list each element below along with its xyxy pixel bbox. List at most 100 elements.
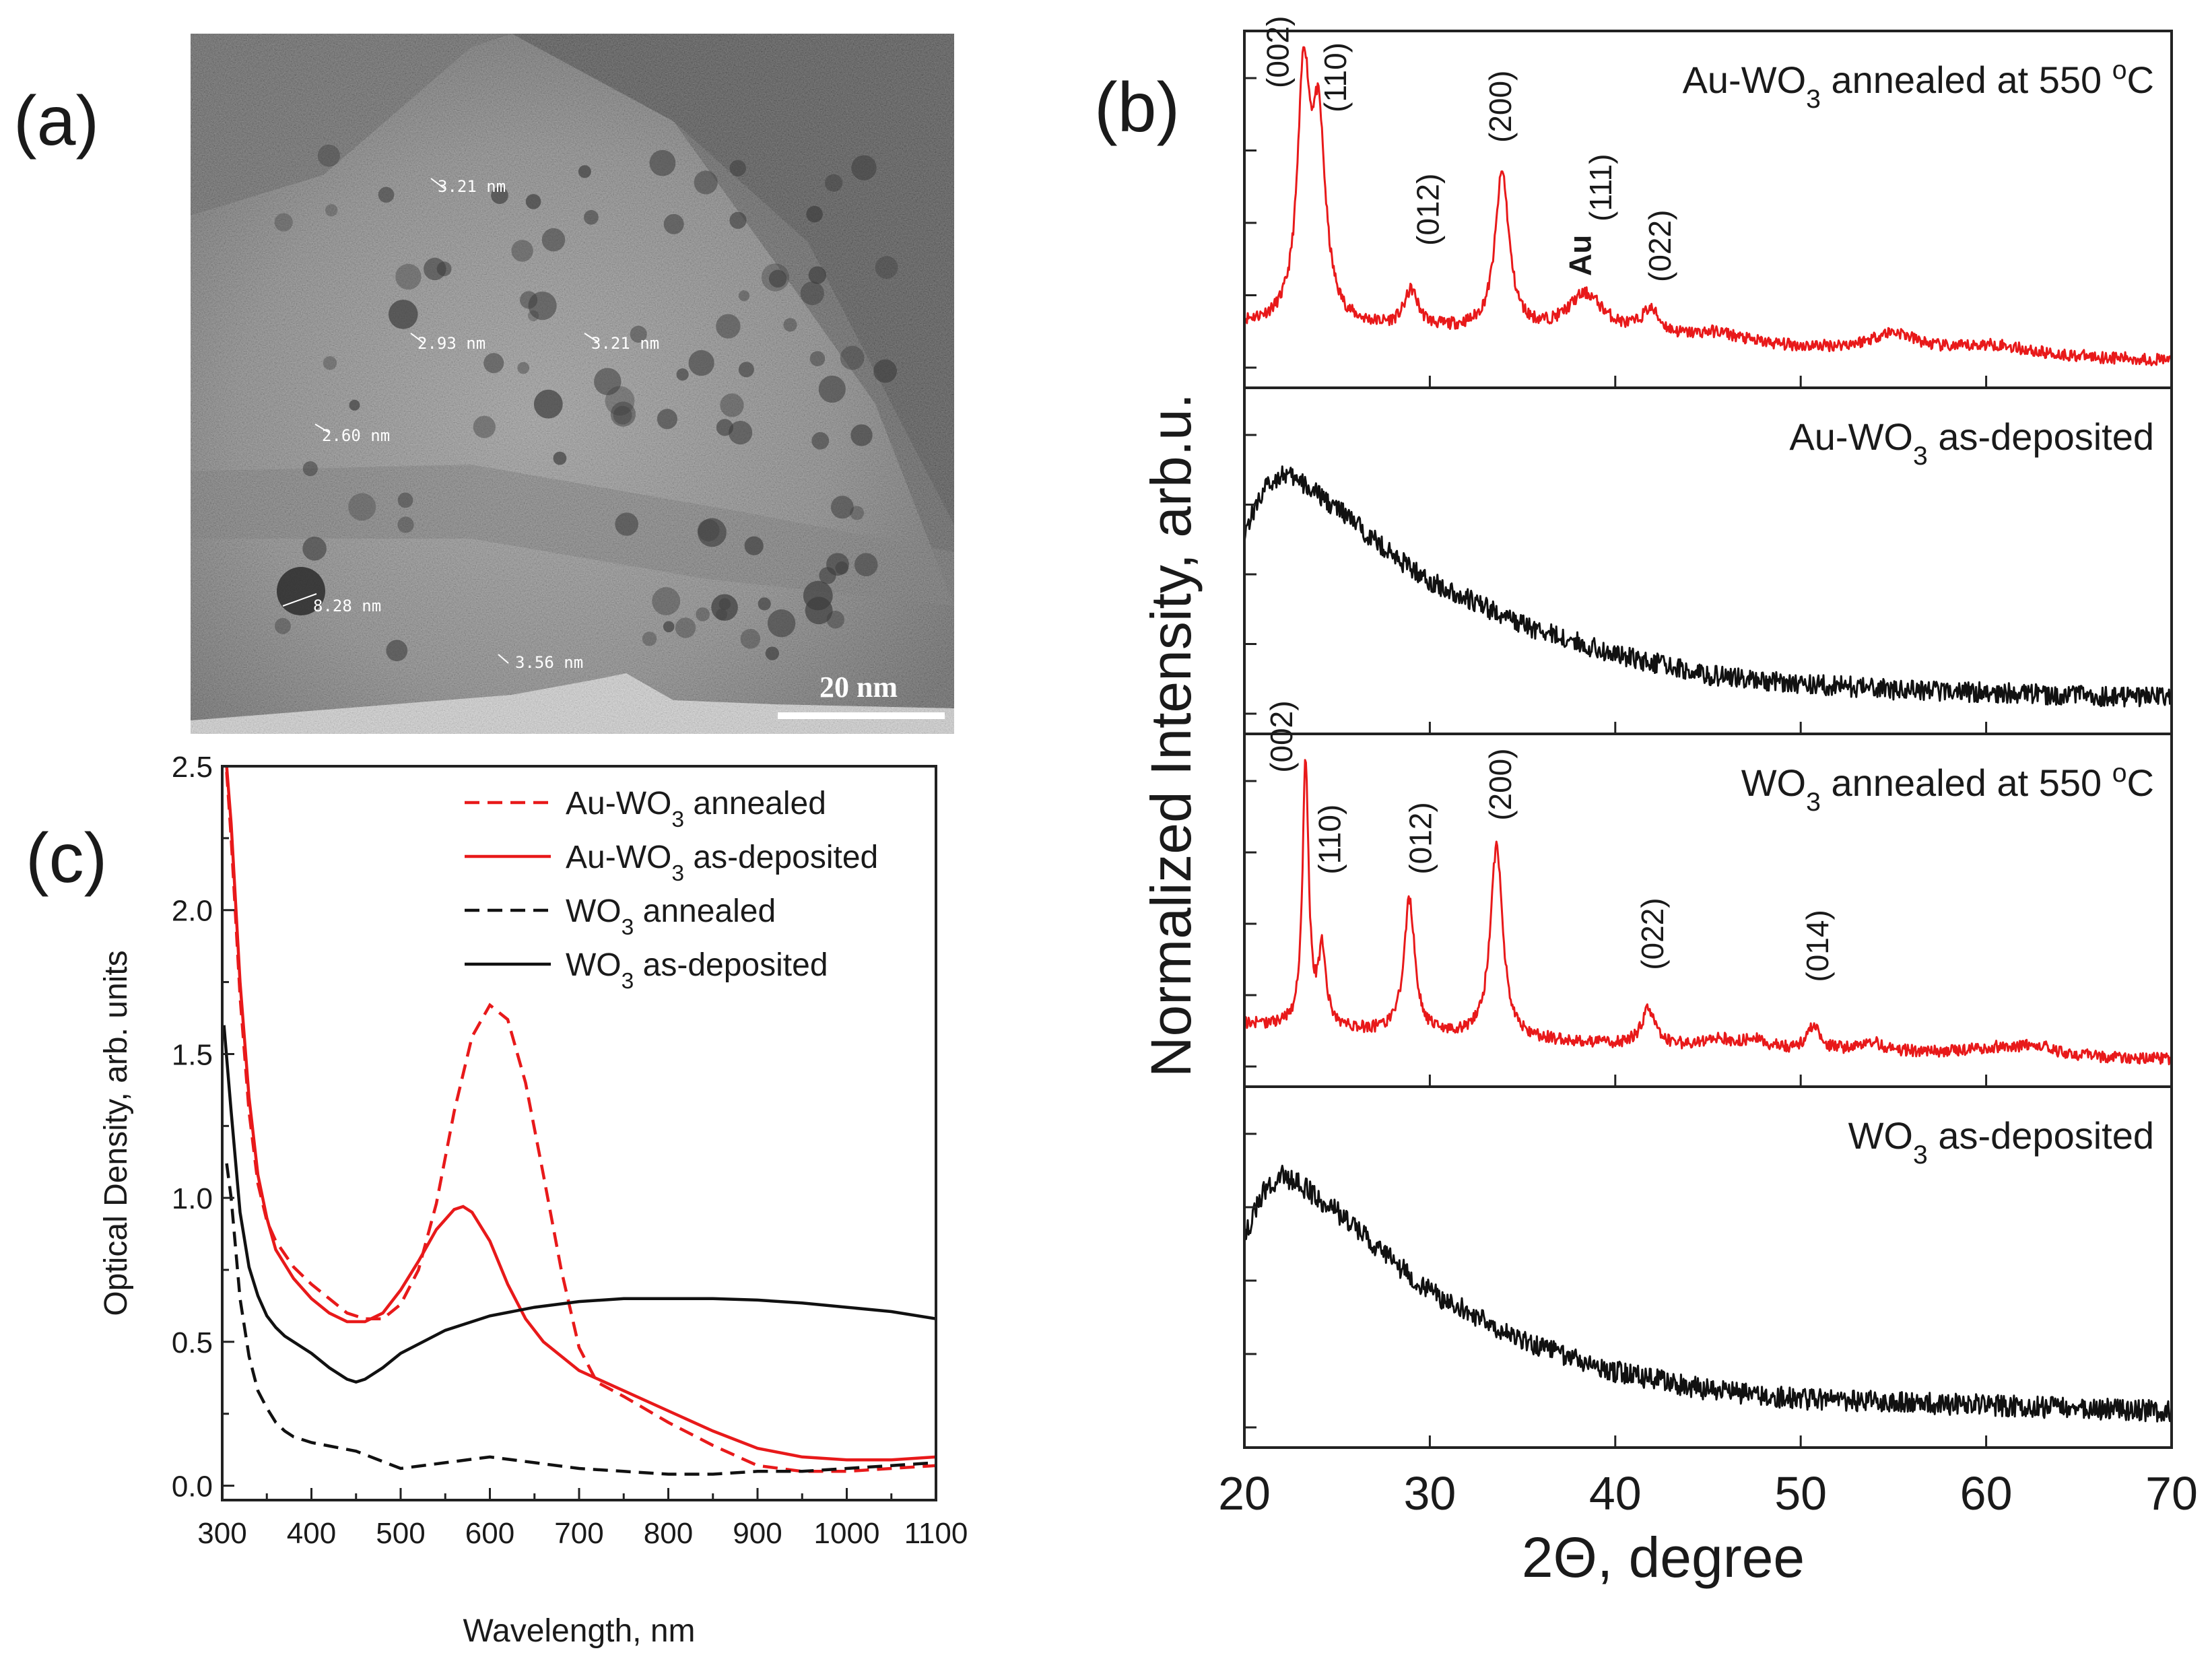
tem-particle (738, 290, 750, 302)
tem-particle (386, 640, 408, 662)
tem-measurement-5: 8.28 nm (313, 597, 381, 615)
panel-label-c: (c) (26, 819, 107, 898)
chart-b-trace-4 (1243, 1164, 2173, 1423)
chart-b-peak-label: (002) (1264, 700, 1299, 772)
tem-particle (615, 512, 638, 536)
tem-particle (578, 165, 591, 178)
chart-b-peak-label: (012) (1411, 174, 1446, 246)
tem-particle (663, 213, 684, 234)
tem-particle (397, 516, 414, 533)
tem-particle (613, 405, 632, 425)
tem-particle (768, 269, 787, 288)
tem-image: 3.21 nm 2.93 nm 3.21 nm 2.60 nm 8.28 nm … (191, 34, 954, 734)
tem-particle (378, 187, 395, 203)
chart-c-series-4 (222, 1025, 936, 1384)
chart-c-ytick-label: 1.0 (172, 1182, 213, 1215)
tem-particle (323, 356, 337, 370)
tem-particle (716, 314, 741, 339)
chart-c-legend: Au-WO3 annealed Au-WO3 as-deposited WO3 an… (465, 786, 878, 994)
tem-particle (389, 300, 418, 329)
tem-particle (511, 240, 533, 262)
tem-particle (825, 174, 843, 192)
tem-particle (491, 187, 508, 205)
tem-particle (783, 318, 797, 332)
tem-particle (840, 345, 865, 370)
chart-b-xtick-label: 70 (2145, 1467, 2198, 1520)
chart-c: 300 400 500 600 700 800 900 1000 1100 0.0 0.5 1.0 1.… (98, 751, 968, 1649)
chart-c-ytick-label: 2.0 (172, 895, 213, 928)
tem-particle (483, 353, 504, 374)
panel-label-b: (b) (1094, 69, 1180, 147)
tem-particle (808, 266, 827, 284)
chart-b-peak-label: (200) (1483, 748, 1518, 820)
chart-c-ylabel: Optical Density, arb. units (98, 950, 134, 1316)
tem-particle (325, 204, 338, 217)
tem-particle (528, 310, 539, 322)
chart-b-au-label: Au (1563, 235, 1598, 276)
chart-c-series-2 (225, 766, 936, 1462)
tem-particle (698, 518, 727, 547)
tem-particle (533, 389, 563, 419)
tem-particle (818, 375, 846, 403)
tem-measurement-1: 3.21 nm (438, 177, 506, 196)
tem-particle (541, 228, 566, 252)
tem-particle (424, 257, 446, 281)
tem-particle (525, 194, 541, 209)
chart-b-xtick-label: 50 (1774, 1467, 1827, 1520)
chart-c-xtick-label: 300 (197, 1517, 246, 1550)
tem-particle (349, 399, 360, 411)
chart-b-panel-title-2: Au-WO3 as-deposited (1789, 415, 2154, 471)
chart-b-peak-label: (200) (1483, 71, 1518, 143)
tem-particle (584, 209, 599, 225)
tem-particle (711, 594, 738, 621)
tem-particle (850, 424, 873, 446)
legend-label-4: WO3 as-deposited (566, 947, 828, 994)
tem-particle (767, 609, 796, 638)
chart-b-peak-label: (111) (1583, 154, 1618, 222)
tem-measurement-4: 2.60 nm (322, 426, 390, 445)
tem-particle (854, 553, 878, 576)
chart-b-peak-label: (002) (1261, 16, 1296, 88)
tem-particle (663, 621, 675, 633)
chart-c-series-1 (225, 772, 936, 1473)
tem-particle (697, 519, 720, 541)
chart-b-xtick-label: 20 (1218, 1467, 1271, 1520)
tem-particle (720, 393, 744, 417)
chart-b-xtick-label: 60 (1960, 1467, 2013, 1520)
chart-c-xtick-label: 1100 (904, 1517, 968, 1550)
tem-particle (520, 291, 538, 309)
tem-particle (348, 493, 376, 521)
tem-particle (302, 537, 327, 561)
tem-particle (850, 506, 865, 520)
tem-particle (642, 632, 657, 646)
chart-b-panel-title-1: Au-WO3 annealed at 550 oC (1683, 56, 2154, 114)
chart-b-ylabel: Normalized Intensity, arb.u. (1139, 393, 1203, 1077)
chart-b-xlabel: 2Θ, degree (1522, 1526, 1805, 1589)
chart-b-trace-1 (1243, 46, 2173, 366)
tem-particle (803, 580, 833, 611)
tem-particle (761, 263, 790, 292)
tem-particle (694, 170, 718, 195)
tem-particle (688, 350, 714, 376)
chart-c-ytick-label: 0.5 (172, 1326, 213, 1359)
tem-particle (395, 263, 422, 290)
legend-label-1: Au-WO3 annealed (566, 786, 826, 832)
chart-b-xtick-label: 40 (1589, 1467, 1642, 1520)
tem-particle (657, 409, 678, 430)
chart-b-xtick-label: 30 (1403, 1467, 1456, 1520)
chart-c-xtick-label: 900 (733, 1517, 782, 1550)
tem-particle (594, 368, 622, 395)
chart-b-peak-label: (014) (1800, 910, 1835, 982)
chart-b-peak-label: (022) (1642, 210, 1677, 282)
tem-particle (806, 205, 823, 223)
legend-label-2: Au-WO3 as-deposited (566, 840, 878, 886)
tem-particle (630, 325, 647, 343)
tem-particle (302, 461, 318, 477)
chart-b-peak-label: (022) (1635, 898, 1670, 970)
tem-particles (274, 144, 898, 662)
tem-particle (729, 211, 747, 229)
tem-particle (696, 607, 710, 621)
chart-b-trace-2 (1243, 465, 2173, 708)
chart-b-peak-label: (110) (1312, 805, 1347, 875)
